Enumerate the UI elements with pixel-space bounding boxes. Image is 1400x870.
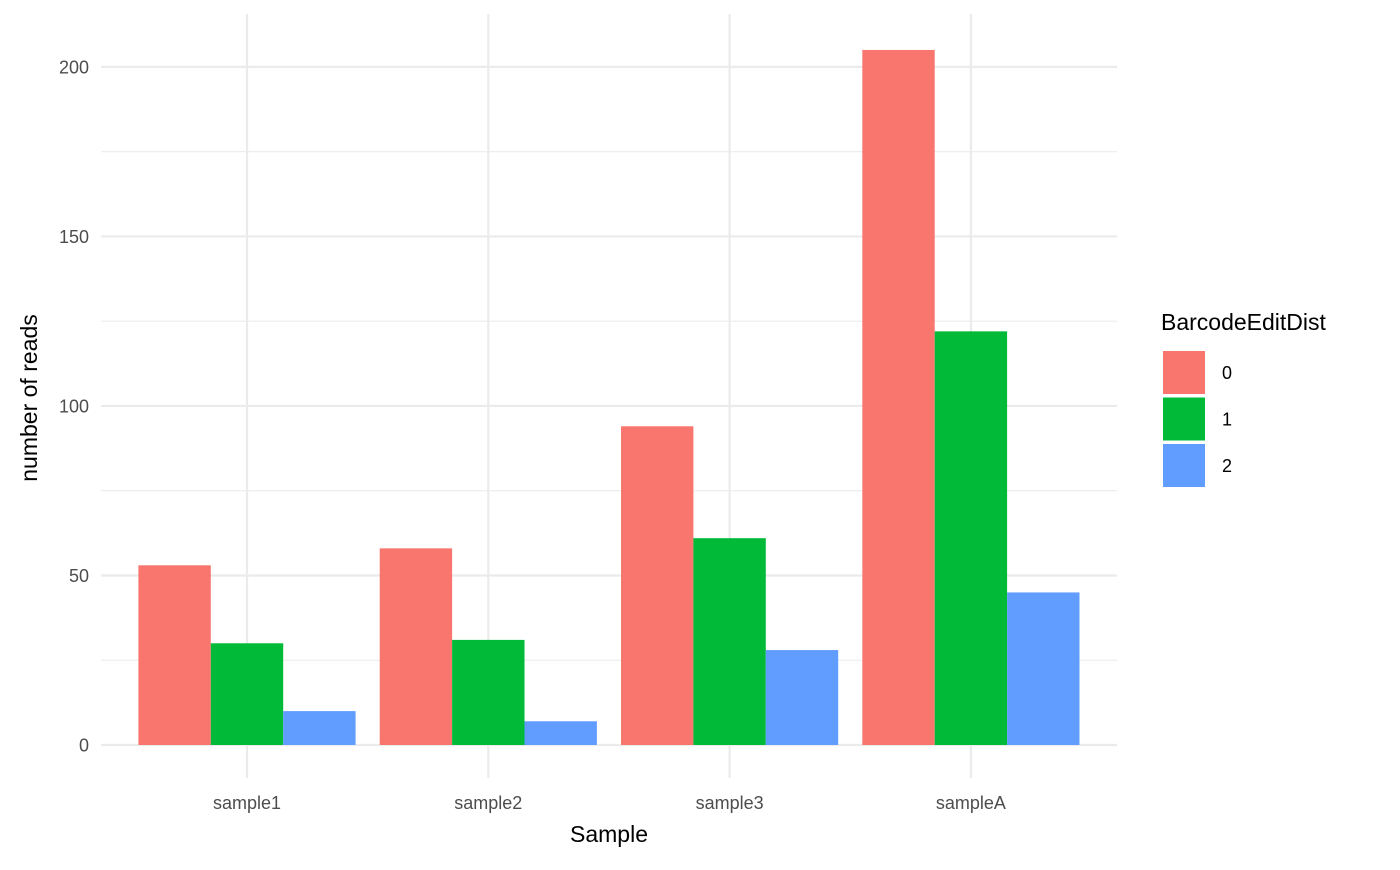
bar-sampleA-series-0 [862,49,935,745]
bar-sampleA-series-1 [934,331,1008,745]
legend-key-1 [1163,397,1205,441]
bar-sample2-series-2 [524,721,597,745]
x-axis-title: Sample [570,821,648,847]
bar-sample3-series-0 [621,426,694,745]
bar-sample1-series-2 [283,711,356,745]
y-tick-label: 50 [69,566,89,586]
x-tick-label: sample2 [454,793,522,813]
legend-label-1: 1 [1222,410,1232,430]
y-axis-title: number of reads [16,314,42,481]
y-axis-ticks: 0 50 100 150 200 [59,57,89,755]
bar-sample1-series-1 [210,643,284,745]
y-tick-label: 0 [79,736,89,756]
x-tick-label: sample3 [696,793,764,813]
x-tick-label: sampleA [936,793,1006,813]
legend-label-0: 0 [1222,363,1232,383]
legend-label-2: 2 [1222,456,1232,476]
legend-key-2 [1163,444,1205,487]
bar-sample3-series-2 [765,650,839,745]
y-tick-label: 150 [59,227,89,247]
legend-items: 0 1 2 [1163,351,1232,487]
y-tick-label: 100 [59,396,89,416]
legend-key-0 [1163,351,1205,394]
bar-sampleA-series-2 [1007,592,1080,745]
bars [138,49,1080,745]
x-axis-ticks: sample1 sample2 sample3 sampleA [213,793,1006,813]
bar-sample1-series-0 [138,565,211,745]
legend-title: BarcodeEditDist [1161,309,1327,335]
y-tick-label: 200 [59,57,89,77]
bar-sample2-series-1 [452,639,525,745]
bar-sample3-series-1 [693,538,766,745]
legend: BarcodeEditDist 0 1 2 [1161,309,1327,487]
x-tick-label: sample1 [213,793,281,813]
bar-sample2-series-0 [379,548,453,745]
